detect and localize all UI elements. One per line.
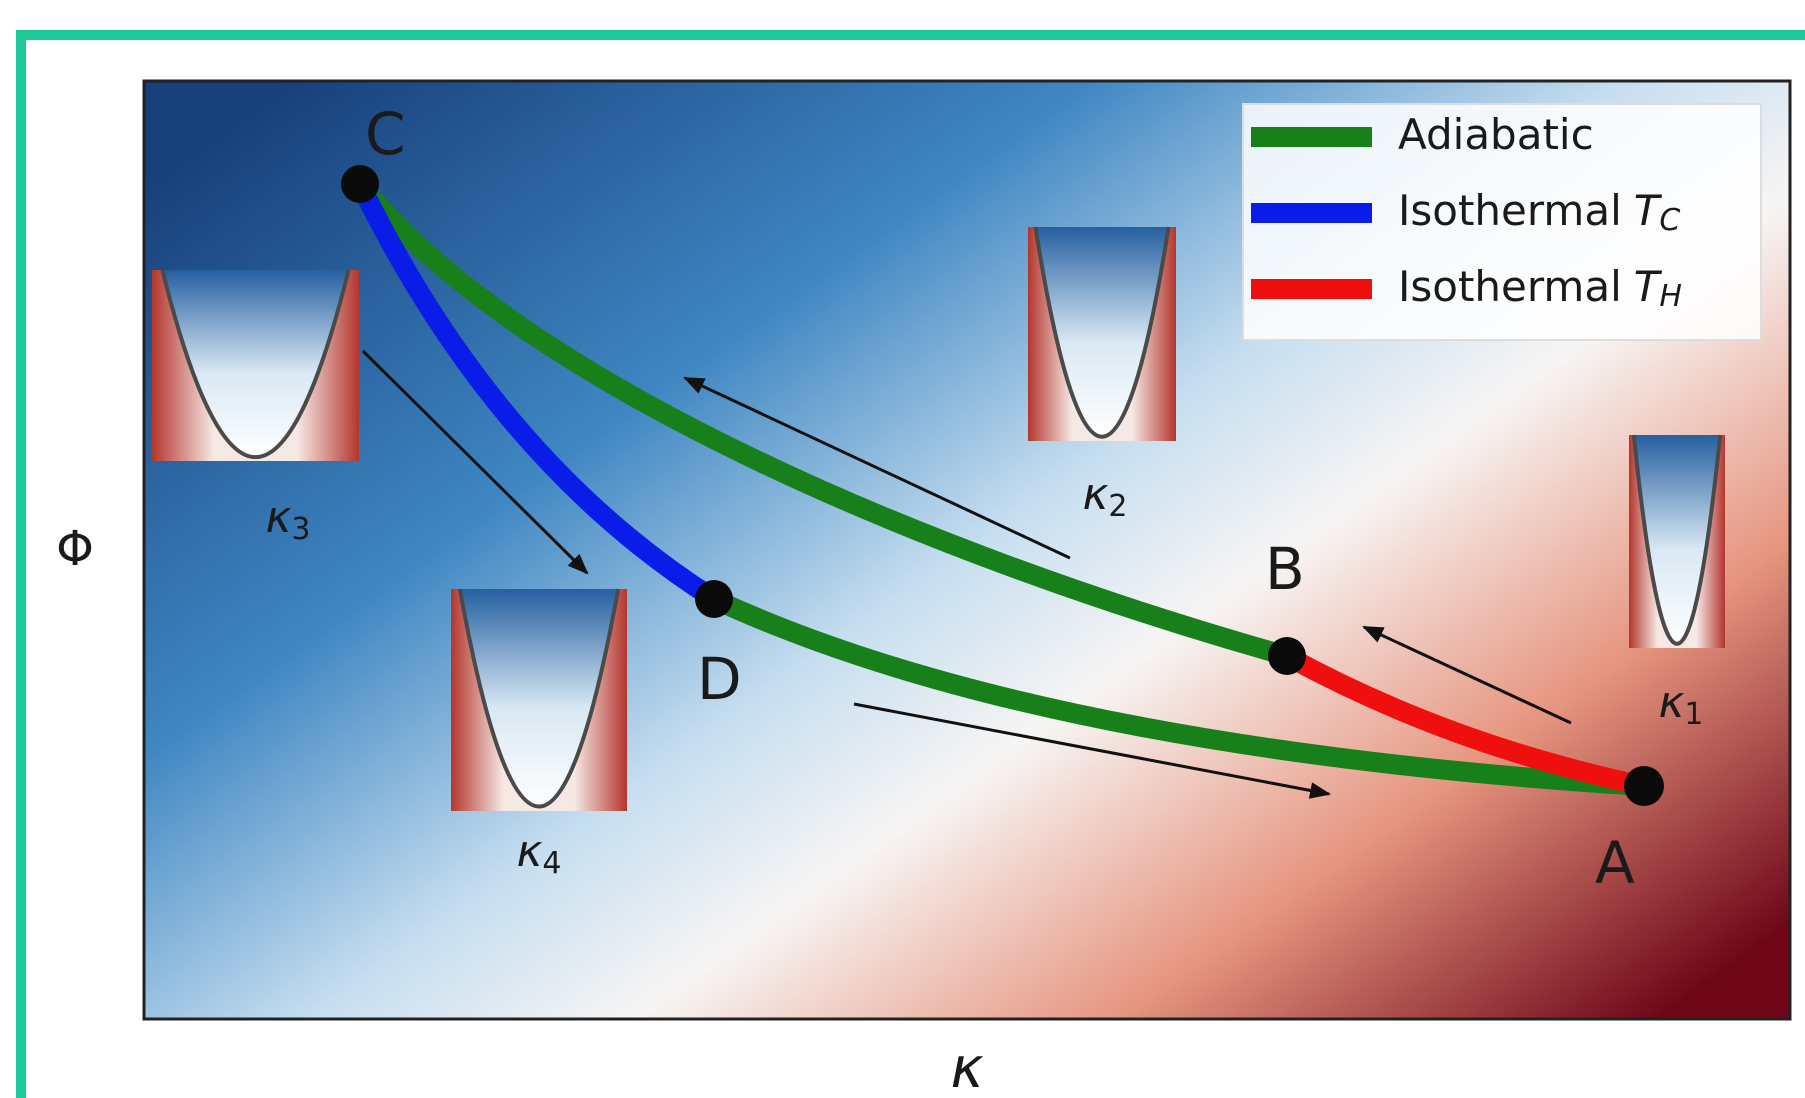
y-axis-label: Φ [56, 521, 94, 577]
legend-subscript: H [1659, 279, 1682, 314]
diagram: κ1κ2κ3κ4 A B C D Φ κ AdiabaticIsothermal… [0, 0, 1805, 1098]
vertex [1624, 766, 1664, 806]
inset-subscript: 3 [291, 512, 310, 547]
inset-subscript: 1 [1684, 697, 1703, 732]
vertex [695, 580, 733, 618]
inset-subscript: 4 [542, 846, 561, 881]
x-axis-label: κ [950, 1036, 983, 1098]
point-label: B [1265, 535, 1305, 603]
point-label: D [697, 645, 742, 713]
point-label: A [1595, 829, 1635, 897]
legend-text: Adiabatic [1398, 110, 1594, 159]
legend-symbol: T [1634, 186, 1663, 235]
vertex [1268, 637, 1306, 675]
inset-symbol: κ [1658, 677, 1684, 728]
page: {"axes": {"y_label": "Φ", "x_label": "κ"… [0, 0, 1805, 1098]
vertex [341, 165, 379, 203]
legend-text: Isothermal [1398, 262, 1622, 311]
legend-subscript: C [1659, 203, 1680, 238]
inset-symbol: κ [516, 826, 542, 877]
inset-symbol: κ [265, 492, 291, 543]
legend-symbol: T [1634, 262, 1663, 311]
point-label: C [365, 100, 406, 168]
legend-label: Adiabatic [1398, 110, 1594, 159]
inset-subscript: 2 [1108, 489, 1127, 524]
inset-symbol: κ [1082, 469, 1108, 520]
legend-text: Isothermal [1398, 186, 1622, 235]
